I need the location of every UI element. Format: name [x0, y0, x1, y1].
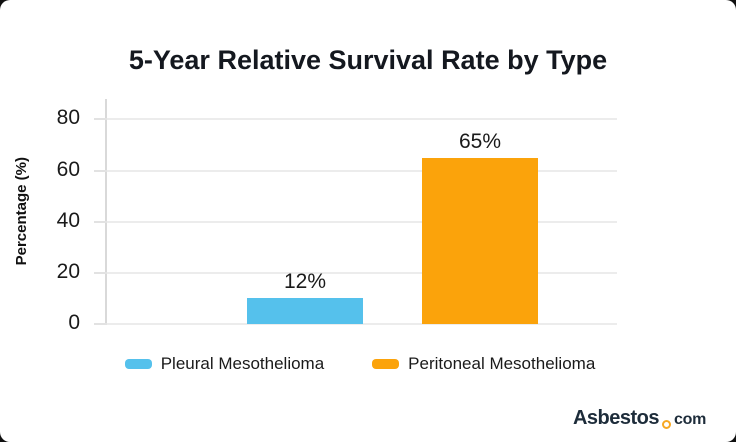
y-tick-mark-60: [94, 169, 107, 172]
gridline-80: [107, 118, 617, 121]
chart-title: 5-Year Relative Survival Rate by Type: [128, 45, 608, 76]
gridline-60: [107, 169, 617, 172]
y-tick-mark-0: [94, 323, 107, 325]
y-tick-label-0: 0: [68, 311, 80, 334]
gridline-0: [107, 323, 617, 325]
gridline-40: [107, 220, 617, 223]
gridline-20: [107, 271, 617, 274]
legend-label-peritoneal: Peritoneal Mesothelioma: [408, 354, 596, 373]
logo-dot-icon: [662, 420, 671, 429]
plot-area: 0 20 40 60 80 12% 65%: [57, 99, 617, 333]
legend-swatch-pleural: [124, 359, 152, 369]
brand-name: Asbestos: [572, 407, 660, 429]
bar-peritoneal-mesothelioma: [422, 157, 538, 324]
y-tick-label-20: 20: [56, 259, 80, 283]
y-tick-mark-20: [94, 271, 107, 274]
bar-value-label-pleural-mesothelioma: 12%: [283, 270, 327, 294]
brand-logo: Asbestos com: [573, 407, 706, 430]
legend-item-pleural: Pleural Mesothelioma: [124, 354, 325, 374]
brand-suffix: com: [674, 411, 706, 428]
bar-pleural-mesothelioma: [247, 298, 363, 324]
y-tick-label-40: 40: [56, 208, 80, 232]
legend: Pleural Mesothelioma Peritoneal Mesothel…: [105, 354, 615, 374]
legend-item-peritoneal: Peritoneal Mesothelioma: [372, 354, 595, 374]
y-tick-mark-40: [94, 220, 107, 223]
y-axis-title: Percentage (%): [13, 99, 30, 324]
y-tick-label-60: 60: [56, 157, 80, 181]
y-axis-title-text: Percentage (%): [13, 157, 30, 266]
y-tick-mark-80: [94, 118, 107, 121]
bar-value-label-peritoneal-mesothelioma: 65%: [458, 129, 502, 153]
legend-swatch-peritoneal: [372, 359, 400, 369]
legend-label-pleural: Pleural Mesothelioma: [160, 354, 325, 373]
y-tick-label-80: 80: [56, 106, 80, 130]
